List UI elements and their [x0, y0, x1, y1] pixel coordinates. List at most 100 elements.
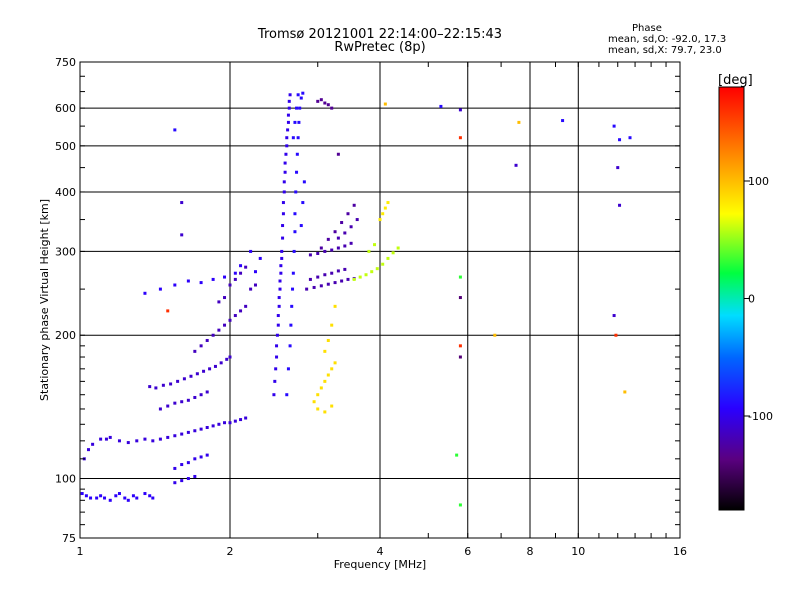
data-point [135, 496, 139, 500]
data-point [228, 355, 232, 359]
data-point [239, 418, 243, 422]
data-point [316, 393, 320, 397]
data-point [123, 496, 127, 500]
data-point [228, 283, 232, 287]
data-point [381, 262, 385, 266]
data-point [286, 367, 290, 371]
data-point [219, 361, 223, 365]
data-point [199, 344, 203, 348]
data-point [288, 93, 292, 97]
data-point [439, 104, 443, 108]
data-point [249, 249, 253, 253]
data-point [302, 180, 306, 184]
data-point [117, 492, 121, 496]
data-point [458, 136, 462, 140]
data-point [308, 253, 312, 257]
data-point [244, 416, 248, 420]
data-point [343, 244, 347, 248]
data-point [277, 304, 281, 308]
data-point [114, 494, 118, 498]
data-point [180, 479, 184, 483]
data-point [386, 256, 390, 260]
data-point [297, 120, 301, 124]
data-point [628, 136, 632, 140]
data-point [225, 357, 229, 361]
data-point [193, 349, 197, 353]
data-point [293, 212, 297, 216]
data-point [612, 124, 616, 128]
data-point [173, 283, 177, 287]
colorbar-tick-label: -100 [748, 410, 773, 423]
data-point [108, 435, 112, 439]
data-point [290, 304, 294, 308]
data-point [316, 275, 320, 279]
data-point [95, 496, 99, 500]
data-point [143, 291, 147, 295]
data-point [294, 190, 298, 194]
data-point [295, 170, 299, 174]
phase-info-heading: Phase [632, 23, 662, 34]
data-point [103, 496, 107, 500]
data-point [173, 401, 177, 405]
data-point [458, 503, 462, 507]
data-points [80, 91, 632, 507]
x-tick-label: 1 [77, 545, 84, 558]
data-point [330, 323, 334, 327]
data-point [282, 180, 286, 184]
data-point [278, 279, 282, 283]
data-point [186, 398, 190, 402]
data-point [330, 367, 334, 371]
data-point [323, 249, 327, 253]
data-point [199, 281, 203, 285]
data-point [383, 206, 387, 210]
x-tick-label: 8 [527, 545, 534, 558]
phase-info-x: mean, sd,X: 79.7, 23.0 [608, 45, 722, 56]
data-point [233, 277, 237, 281]
data-point [286, 128, 290, 132]
data-point [126, 441, 130, 445]
y-tick-label: 300 [55, 245, 76, 258]
data-point [205, 390, 209, 394]
data-point [326, 237, 330, 241]
data-point [244, 265, 248, 269]
data-point [458, 344, 462, 348]
data-point [286, 120, 290, 124]
data-point [273, 379, 277, 383]
data-point [99, 437, 103, 441]
data-point [195, 372, 199, 376]
data-point [131, 494, 135, 498]
data-point [287, 106, 291, 110]
data-point [249, 287, 253, 291]
data-point [279, 271, 283, 275]
data-point [298, 106, 302, 110]
data-point [99, 494, 103, 498]
data-point [193, 457, 197, 461]
data-point [158, 407, 162, 411]
data-point [295, 106, 299, 110]
data-point [205, 453, 209, 457]
data-point [370, 270, 374, 274]
data-point [323, 101, 327, 105]
data-point [301, 91, 305, 95]
data-point [517, 120, 521, 124]
data-point [213, 364, 217, 368]
data-point [301, 201, 305, 205]
data-point [561, 119, 565, 123]
x-tick-label: 4 [377, 545, 384, 558]
data-point [618, 203, 622, 207]
data-point [208, 367, 212, 371]
data-point [151, 439, 155, 443]
y-tick-label: 100 [55, 473, 76, 486]
data-point [316, 99, 320, 103]
data-point [253, 283, 257, 287]
data-point [455, 453, 459, 457]
data-point [287, 99, 291, 103]
data-point [180, 463, 184, 467]
x-axis-ticks: 1 2 4 6 8 10 16 [77, 62, 687, 558]
data-point [346, 212, 350, 216]
data-point [296, 93, 300, 97]
data-point [148, 494, 152, 498]
data-point [333, 230, 337, 234]
